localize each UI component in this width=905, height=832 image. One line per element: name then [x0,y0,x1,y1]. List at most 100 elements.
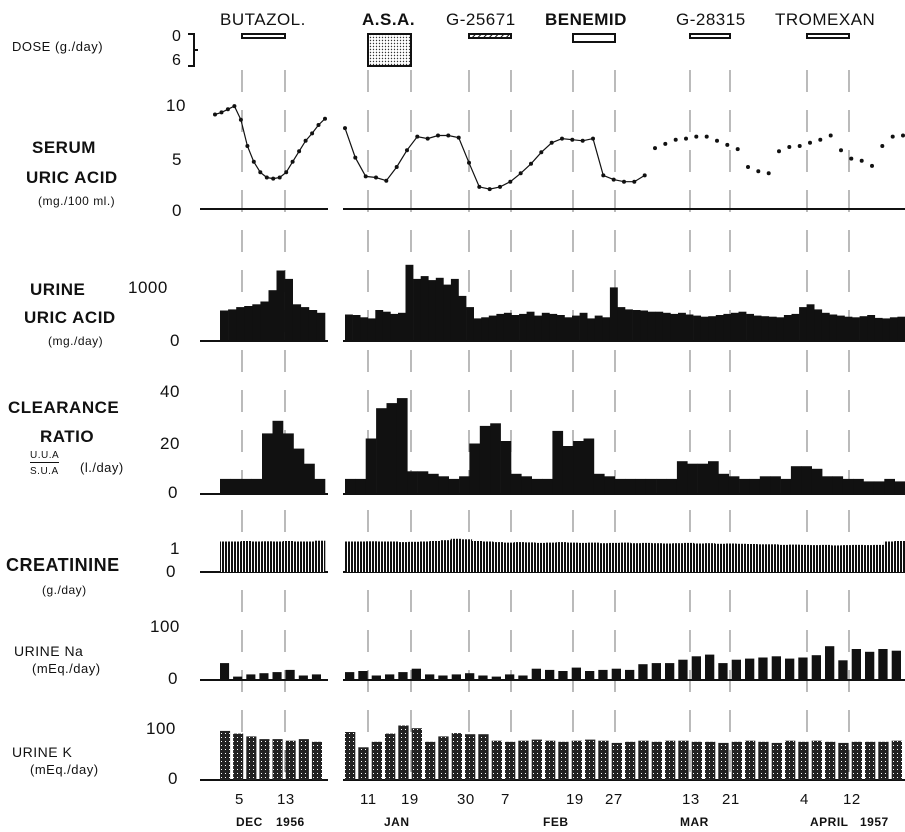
serum-point-40 [570,137,575,142]
clearance-bar-8 [304,463,315,494]
clearance-frac-den: S.U.A [30,466,59,477]
clearance-bar-12 [365,438,377,494]
serum-point-58 [756,169,761,174]
creatinine-bar-36 [619,542,631,572]
clearance-bar-6 [283,433,294,494]
serum-point-53 [704,134,709,139]
serum-point-10 [277,175,282,180]
month-jan: JAN [384,815,410,829]
clearance-bar-41 [666,478,678,494]
creatinine-bar-47 [735,543,747,572]
serum-line-b [344,127,646,190]
dose-tick-0: 0 [172,28,182,45]
urine_k-bar-10 [371,741,382,780]
clearance-bar-54 [801,466,812,494]
year-1956: 1956 [276,815,305,829]
urine_uric-bar-11 [308,310,318,341]
clearance-ytick-40: 40 [160,382,180,401]
urine_uric-bar-9 [292,304,302,341]
urine_uric-bar-49 [617,307,626,341]
creatinine-bar-23 [482,541,494,572]
urine_na-bar-30 [638,664,648,680]
urine_uric-bar-24 [428,280,437,341]
clearance-bar-23 [479,425,491,494]
serum-point-26 [425,136,430,141]
clearance-bar-1 [230,478,242,494]
urine_uric-bar-56 [670,313,679,341]
urine_k-bar-39 [758,741,769,780]
urine-uric-ytick-1000: 1000 [128,278,168,297]
serum-point-64 [818,137,823,142]
creatinine-bar-8 [304,541,315,572]
urine_k-bar-3 [259,739,270,780]
creatinine-bar-21 [461,539,473,572]
urine_uric-bar-73 [799,307,807,341]
creatinine-bar-20 [450,538,462,572]
drug-label-g28315: G-28315 [676,10,746,29]
urine_uric-bar-48 [609,287,618,341]
creatinine-bar-55 [820,544,832,572]
clearance-bar-51 [770,476,781,494]
urine_na-bar-25 [571,667,581,680]
creatinine-bar-39 [651,543,663,572]
creatinine-bar-49 [757,544,768,572]
urine_uric-bar-15 [360,317,368,341]
urine_na-bar-22 [531,668,541,680]
drug-period-guides [241,70,850,790]
urine_uric-bar-66 [746,313,754,341]
serum-point-33 [498,184,502,189]
urine_na-bar-16 [451,674,461,680]
clearance-label-line2: RATIO [40,427,95,446]
creatinine-ytick-0: 0 [166,562,176,581]
clearance-bar-16 [407,471,418,494]
urine_na-bar-12 [398,672,408,680]
urine_uric-bar-3 [244,306,253,341]
urine_na-bar-48 [878,649,888,680]
serum-point-2 [225,107,230,112]
creatinine-bar-15 [397,542,409,572]
urine_uric-bar-52 [640,310,648,341]
urine_uric-bar-74 [806,304,815,341]
urine_k-bar-31 [651,741,662,780]
urine_na-bar-46 [851,649,861,680]
creatinine-bar-38 [640,542,652,572]
urine_k-bar-36 [718,742,729,780]
serum-point-38 [549,140,554,145]
serum-point-16 [316,123,321,127]
bar-series [220,264,905,780]
urine_na-bar-24 [558,671,568,680]
month-april: APRIL [810,815,849,829]
clearance-bar-26 [510,473,522,494]
serum-point-70 [880,144,885,148]
clearance-bar-35 [604,476,615,494]
urine_k-bar-20 [505,741,516,780]
serum-label-line2: URIC ACID [26,168,118,187]
serum-point-20 [363,174,368,179]
clearance-bar-61 [873,481,885,494]
creatinine-bar-50 [767,544,779,572]
urine_na-bar-29 [625,669,635,680]
dose-bar-3 [572,33,616,43]
serum-point-0 [213,112,217,117]
serum-point-39 [560,136,564,141]
urine_na-bar-43 [811,655,821,680]
creatinine-bar-61 [883,541,895,572]
dose-bars [241,33,850,67]
serum-uric-acid-series [213,104,905,192]
urine_k-bar-26 [585,739,596,780]
urine_k-bar-4 [272,739,283,780]
urine_na-bar-27 [598,669,608,680]
month-dec: DEC [236,815,263,829]
urine_uric-bar-39 [541,312,550,341]
urine_uric-bar-86 [897,316,905,341]
urine_k-bar-17 [465,734,476,780]
clearance-frac-num: U.U.A [30,450,60,463]
clearance-unit: (l./day) [80,460,124,475]
urine_uric-bar-18 [382,311,391,341]
urine_k-bar-23 [545,740,556,780]
x-date-dec-5: 5 [235,791,244,808]
urine_na-bar-47 [865,651,875,680]
clearance-bar-52 [780,478,792,494]
creatinine-bar-57 [841,545,853,572]
